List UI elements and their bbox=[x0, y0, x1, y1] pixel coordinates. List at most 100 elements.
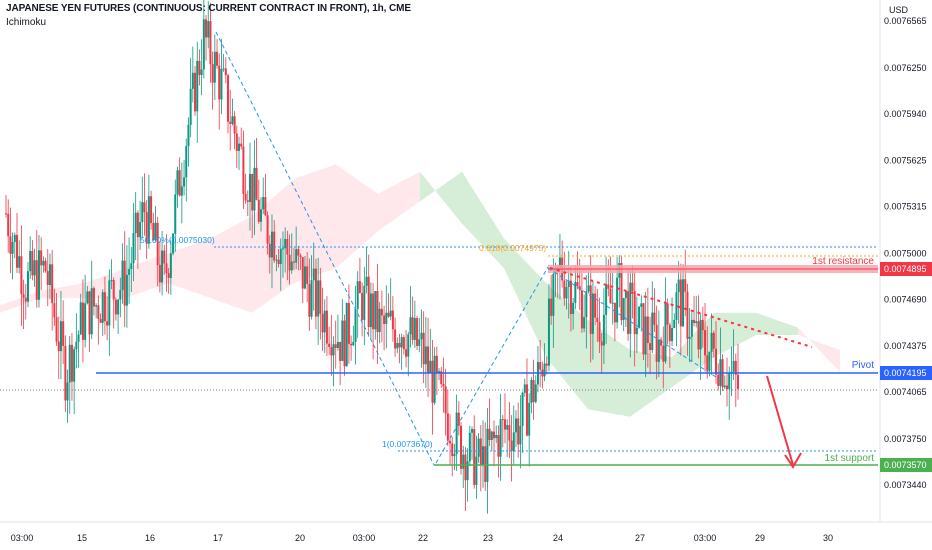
candle-body bbox=[662, 345, 665, 362]
price-tick-label: 0.0075000 bbox=[884, 248, 927, 258]
candle-body bbox=[92, 288, 95, 307]
cloud-segment bbox=[378, 171, 420, 232]
candle-body bbox=[655, 324, 658, 362]
candle-body bbox=[277, 259, 280, 265]
candle-body bbox=[251, 173, 254, 211]
candle-body bbox=[449, 440, 452, 444]
fib-trend-line[interactable] bbox=[215, 31, 435, 466]
candle-body bbox=[26, 271, 29, 302]
candle-body bbox=[620, 262, 623, 321]
candle-body bbox=[668, 324, 671, 342]
candle-body bbox=[444, 386, 447, 414]
downswing-trend-line[interactable] bbox=[547, 267, 717, 378]
candle-body bbox=[688, 336, 691, 339]
candle-body bbox=[314, 268, 317, 317]
candle-body bbox=[693, 319, 696, 324]
candle-body bbox=[640, 303, 643, 307]
candle-body bbox=[130, 263, 133, 270]
candle-body bbox=[336, 342, 339, 349]
candle-body bbox=[220, 69, 223, 100]
time-tick-label: 03:00 bbox=[694, 533, 717, 543]
time-tick-label: 03:00 bbox=[353, 533, 376, 543]
price-axis[interactable]: 0.0076565 0.0076250 0.0075940 0.0075625 0.00… bbox=[884, 16, 927, 490]
candle-body bbox=[183, 177, 186, 187]
candle-body bbox=[638, 306, 641, 328]
candle-body bbox=[609, 288, 612, 304]
candle-body bbox=[213, 51, 216, 83]
candle-body bbox=[585, 291, 588, 318]
candle-body bbox=[473, 429, 476, 485]
candle-body bbox=[216, 51, 219, 66]
candle-body bbox=[328, 343, 331, 347]
candle-body bbox=[482, 446, 485, 466]
cloud-segment bbox=[588, 320, 630, 417]
candle-body bbox=[55, 317, 58, 342]
candle-body bbox=[103, 292, 106, 322]
candle-body bbox=[407, 334, 410, 357]
candle-body bbox=[141, 202, 144, 223]
candle-body bbox=[308, 284, 311, 317]
candle-body bbox=[686, 291, 689, 339]
candle-body bbox=[411, 317, 414, 340]
time-axis[interactable]: 03:00 15 16 17 20 03:00 22 23 24 27 03:00 29 30 bbox=[11, 533, 833, 543]
candle-body bbox=[732, 360, 735, 372]
candle-body bbox=[284, 239, 287, 249]
candle-body bbox=[59, 321, 62, 352]
candle-body bbox=[591, 293, 594, 334]
candle-body bbox=[90, 288, 93, 335]
candle-body bbox=[18, 256, 21, 268]
candle-body bbox=[737, 374, 739, 389]
candle-body bbox=[301, 257, 304, 289]
candle-body bbox=[675, 292, 678, 320]
candle-body bbox=[292, 261, 295, 263]
candle-body bbox=[303, 266, 306, 289]
candle-body bbox=[471, 429, 474, 433]
candle-body bbox=[319, 280, 322, 314]
candle-body bbox=[97, 305, 100, 319]
time-tick-label: 29 bbox=[755, 533, 765, 543]
candle-body bbox=[249, 173, 251, 202]
candle-body bbox=[677, 279, 680, 293]
candle-body bbox=[40, 250, 43, 266]
candle-body bbox=[180, 186, 183, 196]
candle-body bbox=[400, 337, 403, 348]
candle-body bbox=[161, 250, 164, 283]
candle-body bbox=[29, 250, 32, 272]
candle-body bbox=[123, 260, 126, 306]
candle-body bbox=[523, 384, 526, 393]
candle-body bbox=[440, 371, 443, 385]
candle-body bbox=[53, 303, 56, 318]
candle-body bbox=[227, 75, 230, 122]
candle-body bbox=[194, 72, 197, 112]
candle-body bbox=[587, 285, 590, 292]
candle-body bbox=[323, 310, 326, 333]
candle-body bbox=[726, 385, 729, 390]
candle-body bbox=[391, 310, 394, 330]
resistance-price-tag-text: 0.0074895 bbox=[884, 264, 927, 274]
cloud-segment bbox=[252, 179, 294, 313]
candle-body bbox=[543, 363, 546, 377]
candle-body bbox=[167, 273, 170, 279]
upswing-trend-line[interactable] bbox=[435, 266, 549, 464]
cloud-segment bbox=[420, 171, 462, 224]
time-tick-label: 03:00 bbox=[11, 533, 34, 543]
candle-body bbox=[734, 360, 737, 375]
indicator-label[interactable]: Ichimoku bbox=[6, 17, 47, 28]
candle-body bbox=[427, 346, 430, 374]
candle-body bbox=[42, 260, 45, 266]
cloud-segment bbox=[672, 312, 714, 388]
candle-body bbox=[495, 435, 498, 439]
candle-body bbox=[574, 282, 577, 303]
candle-body bbox=[44, 260, 47, 272]
candle-body bbox=[435, 355, 438, 374]
candle-body bbox=[354, 308, 357, 342]
candle-body bbox=[240, 143, 243, 147]
candle-body bbox=[512, 432, 515, 452]
cloud-segment bbox=[168, 238, 210, 298]
price-tick-label: 0.0076250 bbox=[884, 63, 927, 73]
candle-body bbox=[624, 291, 627, 299]
candle-body bbox=[697, 321, 700, 350]
candle-body bbox=[207, 21, 210, 38]
candle-body bbox=[158, 264, 161, 283]
